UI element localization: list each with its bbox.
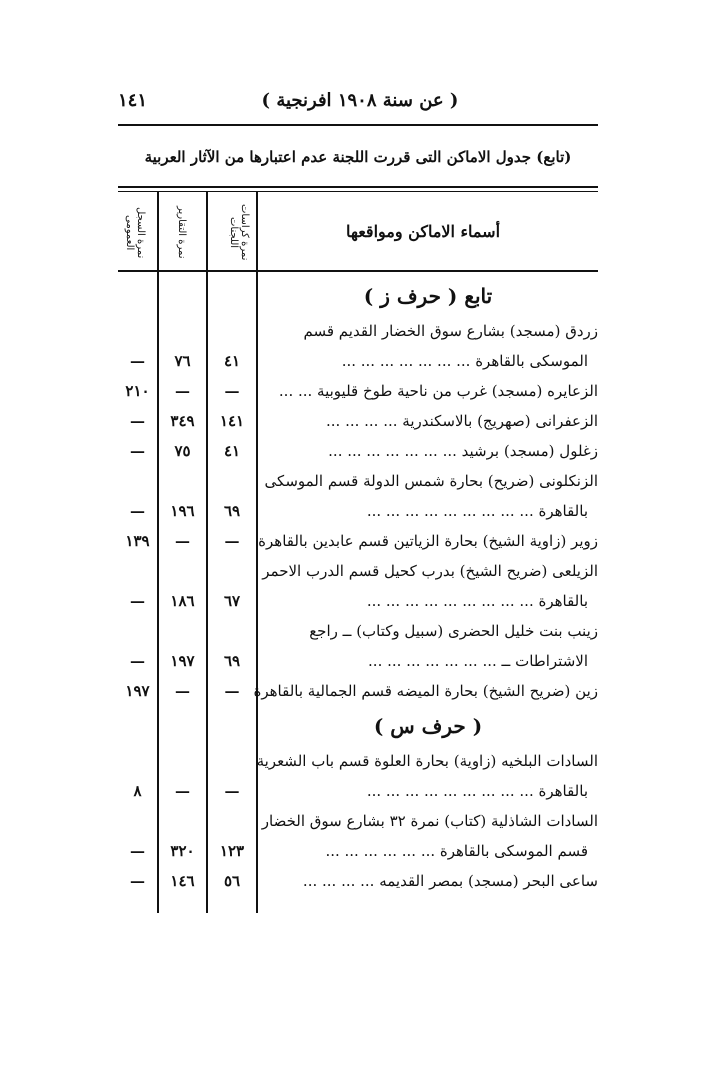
cell-number: ٢١٠ <box>125 382 150 400</box>
cell-number: — <box>130 652 145 670</box>
cell-number: — <box>224 682 240 700</box>
cell-number: — <box>175 532 190 550</box>
cell-number: — <box>130 842 145 860</box>
column-header: نمرة كراسات اللجنات <box>228 204 250 261</box>
column-rule <box>206 191 208 913</box>
cell-number: ٦٧ <box>223 592 241 610</box>
section-heading: ( حرف س ) <box>373 714 483 738</box>
cell-number: — <box>175 382 190 400</box>
place-name: زوير (زاوية الشيخ) بحارة الزياتين قسم عا… <box>258 532 598 550</box>
place-name: بالقاهرة ... ... ... ... ... ... ... ...… <box>366 502 588 520</box>
cell-number: ١٩٧ <box>125 682 150 700</box>
cell-number: ٤١ <box>223 352 241 370</box>
place-name: الزيلعى (ضريح الشيخ) بدرب كحيل قسم الدرب… <box>262 562 598 580</box>
column-rule <box>256 191 258 913</box>
page-title: ( عن سنة ١٩٠٨ افرنجية ) <box>261 90 459 111</box>
place-name: بالقاهرة ... ... ... ... ... ... ... ...… <box>366 592 588 610</box>
cell-number: ٨ <box>133 782 142 800</box>
page-number: ١٤١ <box>118 90 148 111</box>
place-name: زين (ضريح الشيخ) بحارة الميضه قسم الجمال… <box>253 682 599 700</box>
rule <box>118 191 598 192</box>
cell-number: ٦٩ <box>223 502 241 520</box>
place-name: ساعى البحر (مسجد) بمصر القديمه ... ... .… <box>302 872 598 890</box>
cell-number: — <box>175 682 190 700</box>
cell-number: — <box>130 442 145 460</box>
cell-number: ٣٢٠ <box>170 842 195 860</box>
place-name: السادات البلخيه (زاوية) بحارة العلوة قسم… <box>256 752 598 770</box>
column-header: نمرة التقارير <box>176 206 187 259</box>
cell-number: ١٤٦ <box>170 872 195 890</box>
cell-number: ١٣٩ <box>125 532 150 550</box>
cell-number: ١٩٦ <box>170 502 195 520</box>
cell-number: — <box>130 502 145 520</box>
cell-number: — <box>130 872 145 890</box>
cell-number: — <box>130 352 145 370</box>
place-name: قسم الموسكى بالقاهرة ... ... ... ... ...… <box>325 842 588 860</box>
section-heading: تابع ( حرف ز ) <box>363 284 493 308</box>
place-name: الزعايره (مسجد) غرب من ناحية طوخ قليوبية… <box>278 382 598 400</box>
place-name: بالقاهرة ... ... ... ... ... ... ... ...… <box>366 782 588 800</box>
cell-number: ١٢٣ <box>219 842 245 860</box>
cell-number: ١٩٧ <box>170 652 195 670</box>
cell-number: — <box>130 592 145 610</box>
cell-number: ٥٦ <box>223 872 241 890</box>
place-name: الزعفرانى (صهريج) بالاسكندرية ... ... ..… <box>326 412 598 430</box>
cell-number: ٦٩ <box>223 652 241 670</box>
rule <box>118 124 598 126</box>
cell-number: — <box>224 532 240 550</box>
cell-number: — <box>224 382 240 400</box>
cell-number: ٧٥ <box>174 442 191 460</box>
cell-number: ١٤١ <box>219 412 245 430</box>
column-rule <box>157 191 159 913</box>
place-name: الموسكى بالقاهرة ... ... ... ... ... ...… <box>341 352 588 370</box>
place-name: زغلول (مسجد) برشيد ... ... ... ... ... .… <box>328 442 598 460</box>
place-name: الاشتراطات ــ ... ... ... ... ... ... ..… <box>368 652 588 670</box>
place-name: السادات الشاذلية (كتاب) نمرة ٣٢ بشارع سو… <box>261 812 598 830</box>
cell-number: — <box>130 412 145 430</box>
place-name: زينب بنت خليل الحضرى (سبيل وكتاب) ــ راج… <box>309 622 598 640</box>
cell-number: — <box>175 782 190 800</box>
cell-number: ٤١ <box>223 442 241 460</box>
column-header: نمرة السجل العمومى <box>124 206 146 259</box>
cell-number: ٧٦ <box>174 352 191 370</box>
rule <box>118 186 598 188</box>
cell-number: ٣٤٩ <box>170 412 195 430</box>
cell-number: ١٨٦ <box>170 592 195 610</box>
column-header: أسماء الاماكن ومواقعها <box>345 222 501 241</box>
place-name: الزنكلونى (ضريح) بحارة شمس الدولة قسم ال… <box>264 472 598 490</box>
place-name: زردق (مسجد) بشارع سوق الخضار القديم قسم <box>303 322 599 340</box>
subtitle: (تابع) جدول الاماكن التى قررت اللجنة عدم… <box>144 148 572 166</box>
cell-number: — <box>224 782 240 800</box>
rule <box>118 270 598 272</box>
